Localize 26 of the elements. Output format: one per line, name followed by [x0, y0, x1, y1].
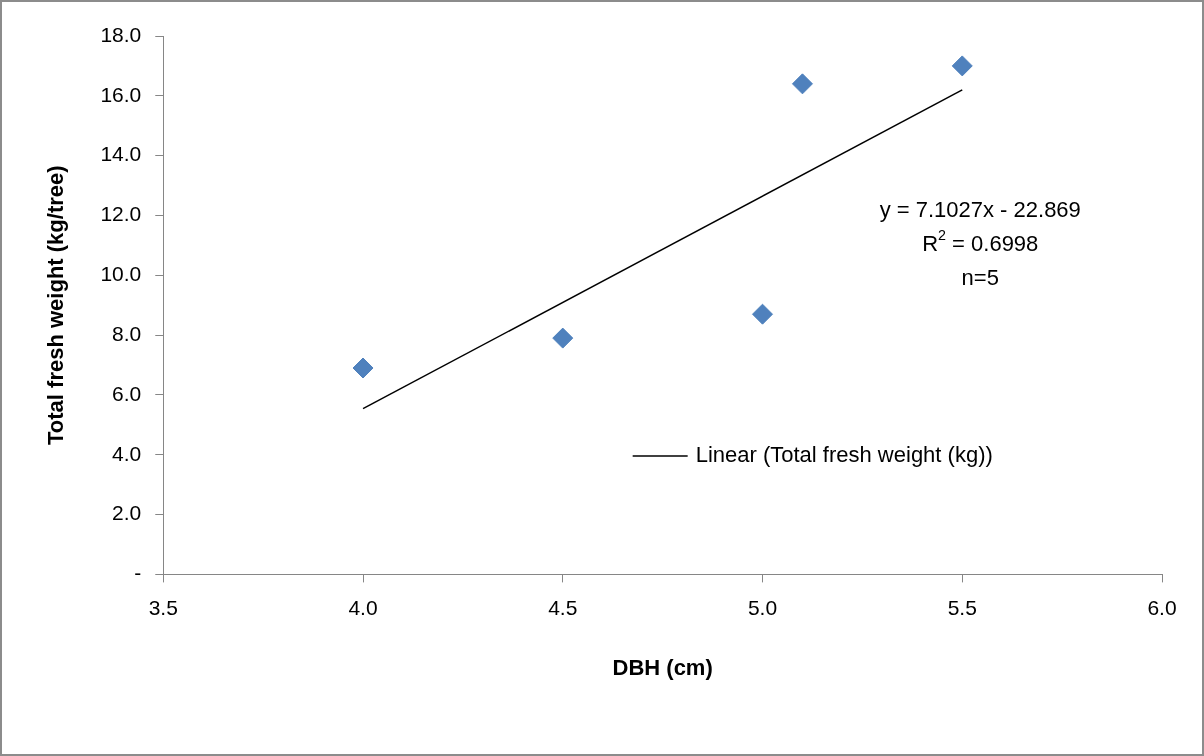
y-tick-label: 6.0	[112, 381, 142, 405]
y-tick-label: 14.0	[100, 142, 142, 166]
point	[352, 357, 374, 379]
y-tick-label: 8.0	[112, 321, 142, 345]
annotation: y = 7.1027x - 22.869	[879, 197, 1081, 223]
point	[552, 327, 574, 349]
x-tick-label: 6.0	[1147, 595, 1177, 619]
y-axis-title: Total fresh weight (kg/tree)	[43, 165, 69, 445]
y-tick-label: -	[134, 561, 142, 585]
y-tick-label: 4.0	[112, 441, 142, 465]
annotation: n=5	[961, 265, 999, 291]
x-tick-label: 3.5	[148, 595, 178, 619]
point	[791, 73, 813, 95]
point	[752, 303, 774, 325]
y-tick-label: 18.0	[100, 22, 142, 46]
x-tick-label: 4.5	[548, 595, 578, 619]
x-tick-label: 5.5	[947, 595, 977, 619]
x-tick-label: 5.0	[747, 595, 778, 619]
x-tick-label: 4.0	[348, 595, 378, 619]
y-tick-label: 10.0	[100, 262, 142, 286]
y-tick-label: 12.0	[100, 202, 142, 226]
y-tick-label: 2.0	[112, 501, 142, 525]
legend-label: Linear (Total fresh weight (kg))	[695, 442, 993, 468]
y-tick-label: 16.0	[100, 82, 142, 106]
point	[951, 55, 973, 77]
x-axis-title: DBH (cm)	[612, 654, 713, 680]
